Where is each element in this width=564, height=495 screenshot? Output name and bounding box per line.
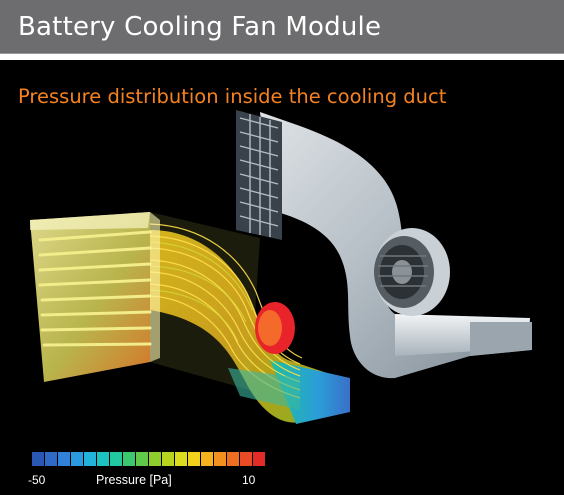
duct-geometry-model xyxy=(236,110,532,379)
scale-swatch-5 xyxy=(97,452,109,466)
scale-swatch-13 xyxy=(201,452,213,466)
scale-swatch-11 xyxy=(175,452,187,466)
scale-swatch-4 xyxy=(84,452,96,466)
scale-swatch-9 xyxy=(149,452,161,466)
scale-swatch-10 xyxy=(162,452,174,466)
scale-swatch-6 xyxy=(110,452,122,466)
scale-min-label: -50 xyxy=(28,473,46,487)
scale-swatch-17 xyxy=(253,452,265,466)
scale-swatch-14 xyxy=(214,452,226,466)
streamline-duct-model xyxy=(30,212,350,424)
scale-swatch-3 xyxy=(71,452,83,466)
cfd-figure: Pressure distribution inside the cooling… xyxy=(0,60,564,495)
scale-swatch-1 xyxy=(45,452,57,466)
color-scale-bar xyxy=(32,452,265,466)
duct-render xyxy=(30,110,532,424)
pressure-color-legend: -50 Pressure [Pa] 10 xyxy=(28,452,265,492)
scale-swatch-16 xyxy=(240,452,252,466)
scale-swatch-0 xyxy=(32,452,44,466)
page-title: Battery Cooling Fan Module xyxy=(18,12,382,42)
scale-swatch-2 xyxy=(58,452,70,466)
scale-max-label: 10 xyxy=(242,473,256,487)
scale-swatch-15 xyxy=(227,452,239,466)
scale-swatch-7 xyxy=(123,452,135,466)
scale-title: Pressure [Pa] xyxy=(96,473,172,487)
figure-subtitle: Pressure distribution inside the cooling… xyxy=(18,85,447,108)
scale-swatch-12 xyxy=(188,452,200,466)
title-bar: Battery Cooling Fan Module xyxy=(0,0,564,54)
scale-swatch-8 xyxy=(136,452,148,466)
